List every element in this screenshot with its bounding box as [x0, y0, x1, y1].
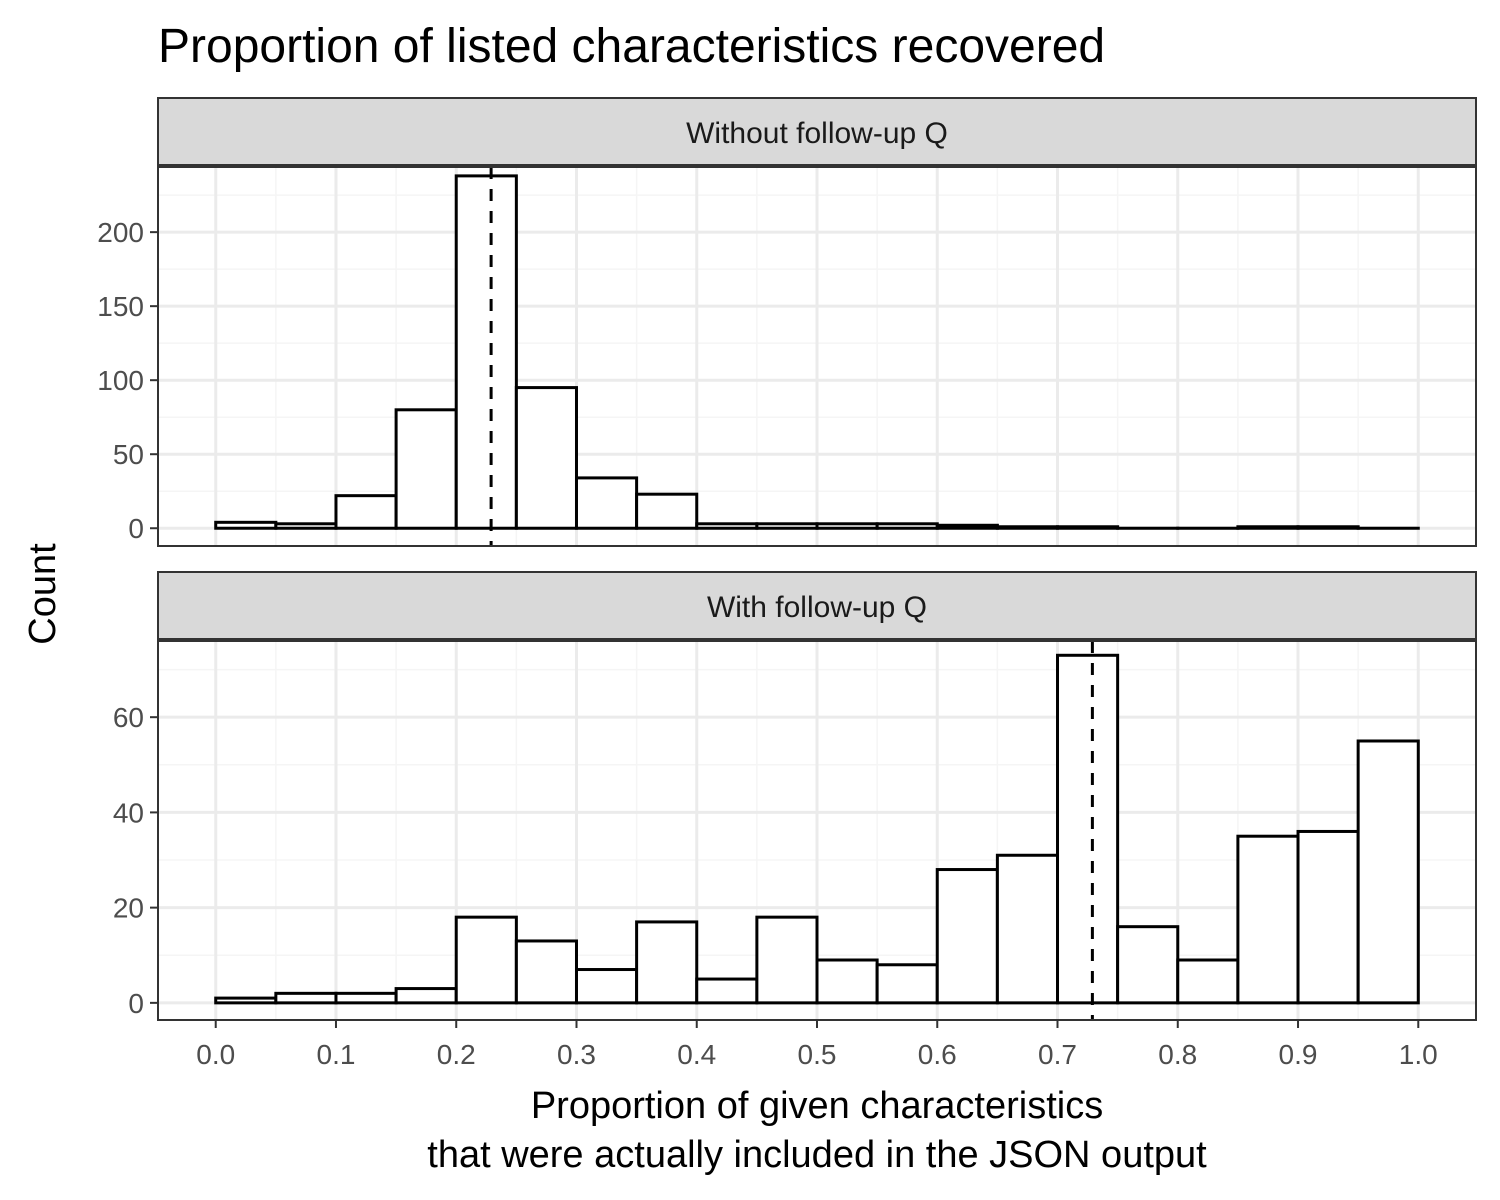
histogram-bar	[514, 386, 578, 530]
histogram-bar	[935, 868, 999, 1005]
y-axis-title: Count	[22, 543, 64, 645]
histogram-bar	[1176, 958, 1240, 1005]
histogram-bar	[394, 987, 458, 1005]
histogram-bar	[574, 968, 639, 1005]
histogram-bar	[454, 915, 518, 1005]
panel-border	[157, 166, 1477, 547]
histogram-bar	[815, 522, 879, 530]
histogram-bar	[635, 492, 699, 530]
histogram-bar	[995, 525, 1060, 530]
histogram-bar	[334, 494, 398, 530]
x-tick-label: 0.9	[1279, 1039, 1318, 1070]
x-tick-label: 0.7	[1038, 1039, 1077, 1070]
histogram-bar	[755, 915, 819, 1005]
histogram-bar	[1296, 525, 1360, 530]
histogram-bar	[1236, 834, 1300, 1005]
histogram-bar	[995, 853, 1060, 1005]
x-tick-label: 0.3	[557, 1039, 596, 1070]
histogram-bar	[875, 963, 939, 1005]
bars	[214, 653, 1420, 1005]
y-tick-label: 0	[128, 988, 144, 1019]
histogram-bar	[1116, 925, 1180, 1005]
histogram-bar	[214, 520, 278, 530]
histogram-bar	[514, 939, 578, 1005]
histogram-bar	[574, 476, 639, 530]
histogram-bar	[394, 408, 458, 530]
grid	[158, 167, 1476, 546]
y-tick-label: 150	[97, 291, 144, 322]
panel-with-followup: With follow-up Q 0 20 40 60	[113, 571, 1477, 1021]
x-tick-label: 0.4	[677, 1039, 716, 1070]
strip-background	[157, 97, 1477, 166]
y-axis: 0 20 40 60	[113, 702, 158, 1019]
histogram-bar	[1056, 653, 1120, 1005]
x-tick-label: 0.0	[196, 1039, 235, 1070]
histogram-bar	[875, 522, 939, 530]
histogram-bar	[1356, 739, 1420, 1005]
y-axis: 0 50 100 150 200	[97, 217, 158, 544]
y-tick-label: 100	[97, 365, 144, 396]
histogram-bar	[815, 958, 879, 1005]
x-axis-title-line2: that were actually included in the JSON …	[427, 1134, 1207, 1176]
y-tick-label: 20	[113, 893, 144, 924]
histogram-bar	[755, 522, 819, 530]
histogram-bar	[935, 523, 999, 530]
histogram-bar	[214, 996, 278, 1005]
histogram-bar	[1236, 525, 1300, 530]
x-tick-label: 0.8	[1158, 1039, 1197, 1070]
histogram-bar	[1056, 525, 1120, 530]
x-tick-label: 1.0	[1399, 1039, 1438, 1070]
x-axis-title-line1: Proportion of given characteristics	[531, 1085, 1103, 1127]
x-tick-label: 0.2	[437, 1039, 476, 1070]
x-tick-label: 0.1	[317, 1039, 356, 1070]
panel-without-followup: Without follow-up Q 0 50 100 150 200	[97, 97, 1477, 547]
strip-label: Without follow-up Q	[686, 117, 948, 150]
y-tick-label: 40	[113, 797, 144, 828]
histogram-bar	[1296, 829, 1360, 1005]
histogram-bar	[695, 522, 759, 530]
strip-label: With follow-up Q	[707, 591, 927, 624]
y-tick-label: 50	[113, 439, 144, 470]
x-tick-label: 0.6	[918, 1039, 957, 1070]
x-tick-label: 0.5	[798, 1039, 837, 1070]
histogram-bar	[274, 522, 338, 530]
histogram-bar	[695, 977, 759, 1005]
bars	[214, 174, 1420, 530]
histogram-bar	[274, 991, 338, 1005]
histogram-bar	[635, 920, 699, 1005]
x-axis: 0.0 0.1 0.2 0.3 0.4 0.5 0.6 0.7 0.8 0.9 1.0	[196, 1020, 1438, 1070]
y-tick-label: 60	[113, 702, 144, 733]
histogram-bar	[334, 991, 398, 1005]
histogram-bar	[454, 174, 518, 530]
strip-background	[157, 571, 1477, 640]
y-tick-label: 0	[128, 513, 144, 544]
chart-title: Proportion of listed characteristics rec…	[158, 20, 1105, 73]
y-tick-label: 200	[97, 217, 144, 248]
